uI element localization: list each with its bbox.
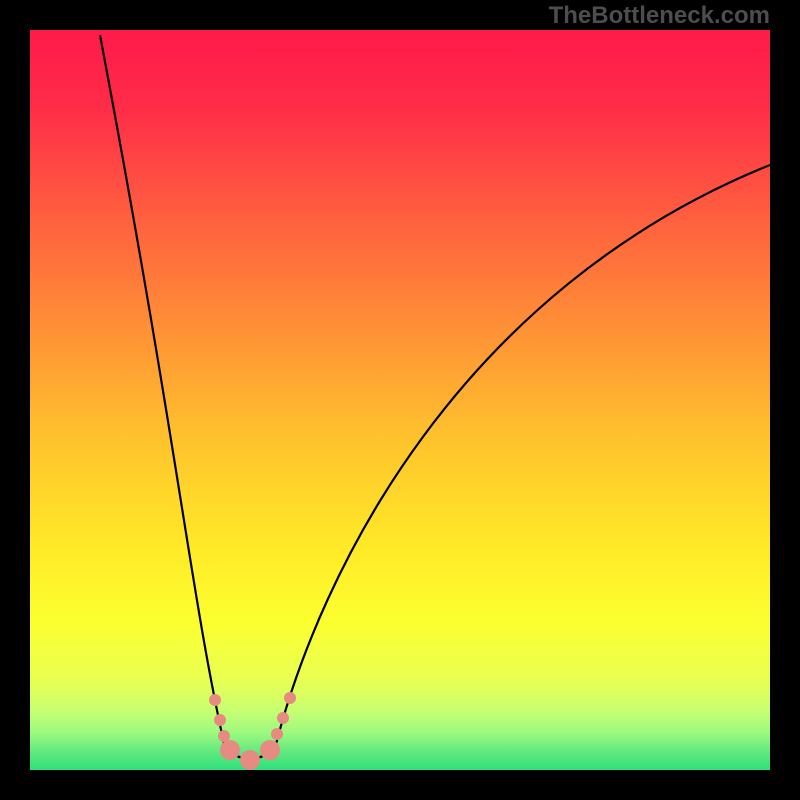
curve-marker: [277, 712, 289, 724]
curve-marker: [284, 692, 296, 704]
curve-marker: [240, 750, 260, 770]
watermark-text: TheBottleneck.com: [549, 2, 770, 30]
curve-marker: [271, 728, 283, 740]
plot-area: [30, 30, 770, 770]
curve-marker: [260, 740, 280, 760]
marker-layer: [30, 30, 770, 770]
curve-marker: [209, 694, 221, 706]
chart-container: TheBottleneck.com: [0, 0, 800, 800]
curve-marker: [214, 714, 226, 726]
curve-marker: [220, 740, 240, 760]
